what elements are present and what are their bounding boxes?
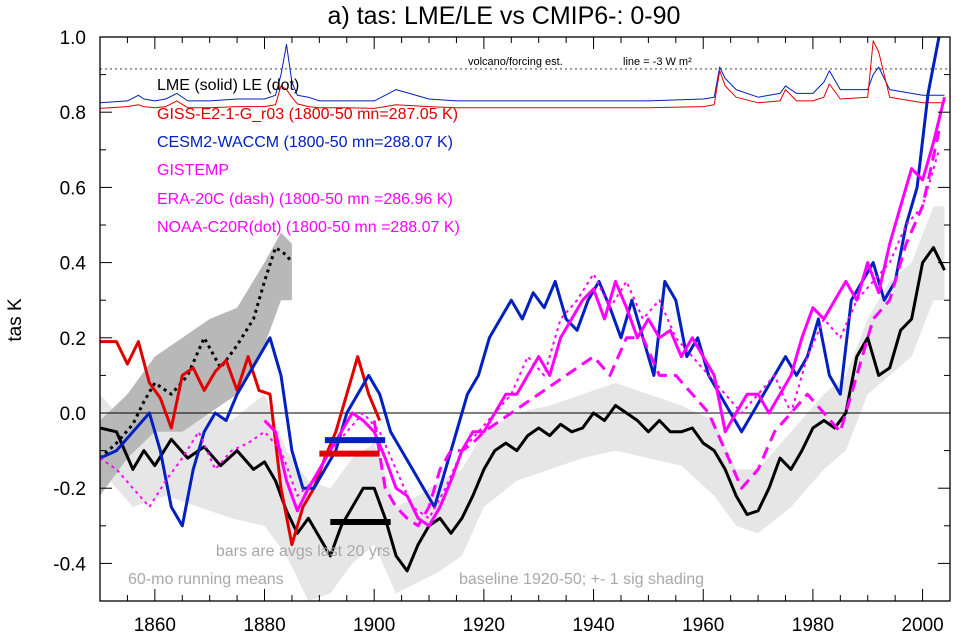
legend-gistemp: GISTEMP (157, 162, 229, 179)
forcing-line-label: line = -3 W m² (623, 56, 692, 68)
series-giss-e2-1-g-r03 (100, 340, 382, 547)
axes: 1860 1880 1900 1920 1940 1960 1980 2000 -0.4 -0.2… (53, 28, 951, 636)
x-tick-label: 1860 (134, 615, 176, 636)
y-tick-label: 0.0 (60, 404, 86, 425)
legend: LME (solid) LE (dot) GISS-E2-1-G_r03 (18… (157, 77, 460, 236)
y-tick-label: 0.4 (60, 254, 87, 275)
running-means-note: 60-mo running means (128, 571, 284, 588)
legend-noaa-c20r: NOAA-C20R(dot) (1800-50 mn =288.07 K) (157, 219, 460, 236)
x-tick-label: 1960 (682, 615, 724, 636)
reference-lines (100, 68, 950, 414)
baseline-note: baseline 1920-50; +- 1 sig shading (459, 571, 704, 588)
plot-frame (99, 36, 951, 602)
series-cesm2-waccm (100, 37, 941, 528)
series-noaa-c20r (100, 149, 940, 520)
volcano-label: volcano/forcing est. (468, 56, 563, 68)
forcing-le-forcing (100, 40, 945, 109)
average-bars (319, 437, 391, 526)
legend-giss: GISS-E2-1-G_r03 (1800-50 mn=287.05 K) (157, 106, 458, 123)
band-le-spread (100, 232, 292, 496)
x-tick-label: 1920 (463, 615, 505, 636)
series-le (100, 246, 294, 460)
legend-cesm2: CESM2-WACCM (1800-50 mn=288.07 K) (157, 134, 453, 151)
series-era-20c (372, 130, 941, 528)
y-tick-label: 0.6 (60, 178, 86, 199)
y-tick-label: -0.2 (53, 479, 86, 500)
x-tick-label: 1980 (792, 615, 834, 636)
x-tick-label: 1880 (243, 615, 285, 636)
x-tick-label: 2000 (901, 615, 943, 636)
y-tick-label: -0.4 (53, 554, 86, 575)
spread-bands (100, 206, 945, 601)
forcing-lme-forcing (100, 44, 945, 104)
band-lme-spread (100, 206, 945, 601)
y-tick-label: 0.2 (60, 329, 86, 350)
y-axis-label: tas K (5, 298, 26, 342)
x-tick-label: 1940 (572, 615, 614, 636)
y-tick-label: 0.8 (60, 103, 86, 124)
legend-era20c: ERA-20C (dash) (1800-50 mn =286.96 K) (157, 191, 453, 208)
chart-title: a) tas: LME/LE vs CMIP6-: 0-90 (328, 2, 681, 30)
legend-lme-le: LME (solid) LE (dot) (157, 77, 299, 94)
x-tick-label: 1900 (353, 615, 395, 636)
bars-note-text: bars are avgs last 20 yrs (216, 543, 390, 560)
bars-note: bars are avgs last 20 yrs (216, 543, 390, 560)
series-lme (100, 246, 946, 573)
forcing-lines (100, 40, 945, 109)
y-tick-label: 1.0 (60, 28, 86, 49)
